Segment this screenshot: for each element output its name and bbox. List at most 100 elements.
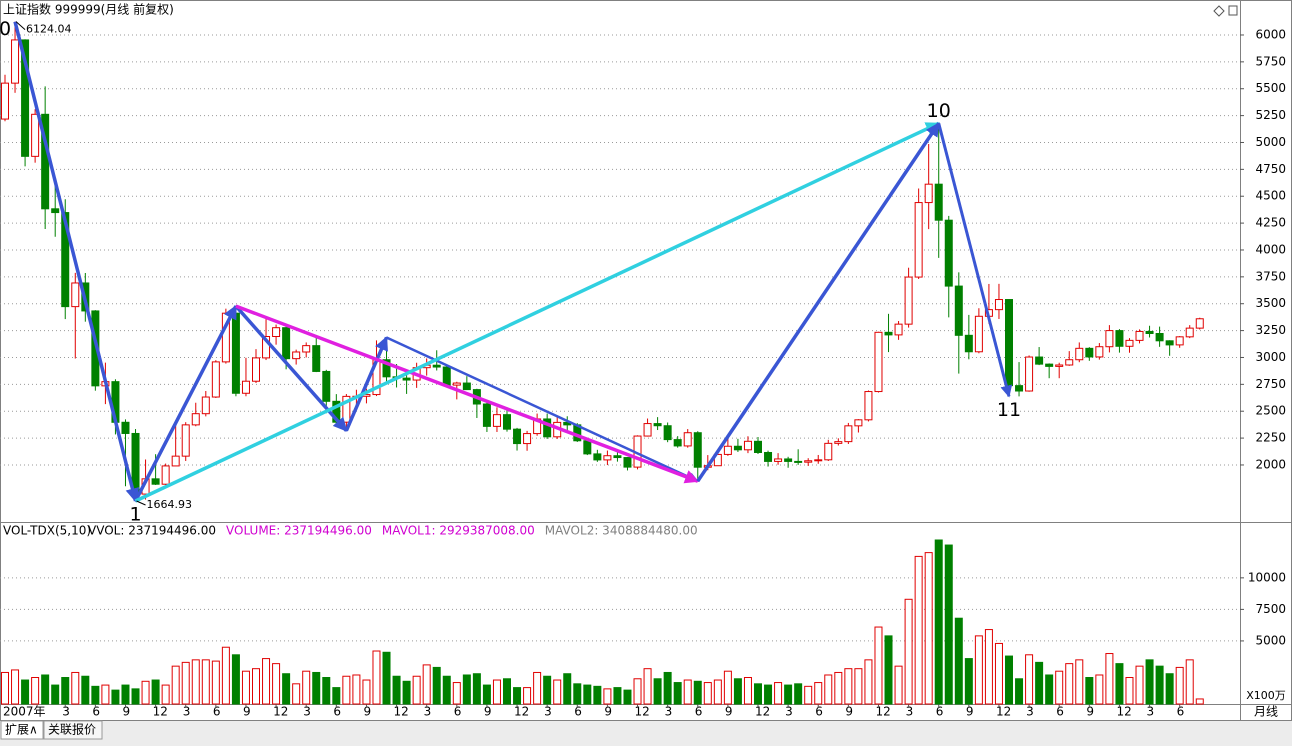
- candle-body: [282, 327, 291, 360]
- volume-bar: [804, 685, 813, 705]
- volume-bar: [874, 626, 883, 705]
- volume-bar: [723, 670, 732, 705]
- volume-bar: [794, 683, 803, 705]
- volume-bar: [553, 679, 562, 705]
- volume-bar: [984, 629, 993, 705]
- y-tick-label: 2500: [1255, 404, 1286, 418]
- y-tick-label: 3000: [1255, 350, 1286, 364]
- tab-label[interactable]: 关联报价: [48, 722, 96, 737]
- volume-bar: [583, 684, 592, 705]
- tab-label[interactable]: 扩展∧: [5, 723, 38, 737]
- volume-bar: [382, 651, 391, 705]
- volume-bar: [141, 680, 150, 705]
- volume-bar: [241, 670, 250, 705]
- volume-bar: [834, 671, 843, 705]
- volume-bar: [211, 660, 220, 705]
- volume-bar: [864, 659, 873, 705]
- candle-body: [452, 382, 461, 386]
- volume-bar: [332, 687, 341, 705]
- candle-body: [653, 423, 662, 427]
- volume-bar: [1125, 677, 1134, 705]
- x-tick-label: 12: [1116, 705, 1131, 719]
- tab[interactable]: [43, 720, 103, 740]
- candle-body: [1185, 327, 1194, 338]
- volume-bar: [362, 679, 371, 705]
- volume-bar: [292, 683, 301, 705]
- volume-bar: [954, 617, 963, 705]
- candle-body: [1115, 330, 1124, 347]
- volume-bar: [1035, 661, 1044, 705]
- candle-body: [231, 312, 240, 394]
- volume-bar: [533, 671, 542, 705]
- volume-bar: [1175, 666, 1184, 705]
- candle-body: [523, 433, 532, 445]
- y-tick-label: 3750: [1255, 269, 1286, 283]
- x-tick-label: 3: [303, 705, 311, 719]
- wave-line: [134, 121, 940, 503]
- candle-body: [623, 457, 632, 468]
- volume-bar: [1135, 665, 1144, 705]
- volume-bar: [643, 668, 652, 705]
- y-tick-label: 4750: [1255, 162, 1286, 176]
- x-tick-label: 6: [936, 705, 944, 719]
- candle-body: [994, 299, 1003, 311]
- candle-body: [1105, 330, 1114, 348]
- volume-bar: [693, 680, 702, 705]
- volume-bar: [854, 668, 863, 705]
- candle-body: [402, 377, 411, 381]
- candle-body: [1045, 363, 1054, 367]
- volume-bar: [964, 658, 973, 705]
- y-tick-label: 4500: [1255, 189, 1286, 203]
- volume-bar: [221, 646, 230, 705]
- icon-window[interactable]: [1228, 5, 1238, 16]
- volume-bar: [894, 665, 903, 705]
- volume-bar: [61, 677, 70, 705]
- volume-bar: [573, 683, 582, 705]
- volume-bar: [131, 688, 140, 705]
- volume-bar: [482, 684, 491, 705]
- candle-body: [1055, 364, 1064, 367]
- candle-body: [503, 414, 511, 430]
- volume-bar: [272, 663, 281, 705]
- candle-body: [834, 441, 843, 444]
- volume-bar: [492, 679, 501, 705]
- x-tick-label: 12: [755, 705, 770, 719]
- volume-bar: [402, 680, 411, 705]
- volume-bar: [814, 682, 823, 705]
- volume-bar: [1065, 663, 1074, 705]
- volume-bar: [121, 684, 130, 705]
- candle-body: [272, 327, 281, 338]
- x-tick-label: 6: [815, 705, 823, 719]
- y-tick-label: 10000: [1248, 570, 1286, 584]
- volume-bar: [934, 539, 943, 705]
- candle-body: [944, 219, 953, 287]
- x-tick-label: 6: [213, 705, 221, 719]
- candle-body: [954, 285, 963, 336]
- x-tick-label: 9: [1086, 705, 1094, 719]
- wave-label: 11: [997, 399, 1021, 421]
- wave-line: [696, 122, 941, 483]
- candle-body: [121, 421, 130, 434]
- volume-bar: [513, 687, 522, 705]
- candle-body: [743, 440, 752, 451]
- candle-body: [262, 336, 271, 359]
- icon-diamond[interactable]: [1213, 5, 1225, 17]
- candle-body: [824, 442, 833, 461]
- wave-line: [937, 122, 1013, 398]
- volume-bar: [161, 684, 170, 705]
- candle-body: [1, 82, 9, 120]
- volume-bar: [713, 679, 722, 705]
- volume-bar: [11, 669, 20, 705]
- volume-bar: [262, 658, 271, 705]
- volume-bar: [302, 670, 311, 705]
- candle-body: [874, 331, 883, 393]
- price-label-leader: [15, 21, 26, 31]
- indicator-name: VOL-TDX(5,10): [3, 524, 91, 538]
- candle-body: [241, 380, 250, 394]
- volume-bar: [924, 552, 933, 705]
- candle-body: [924, 183, 933, 204]
- tab[interactable]: [0, 720, 44, 740]
- volume-bar: [503, 678, 511, 705]
- volume-bar: [71, 671, 80, 705]
- volume-bar: [462, 674, 471, 705]
